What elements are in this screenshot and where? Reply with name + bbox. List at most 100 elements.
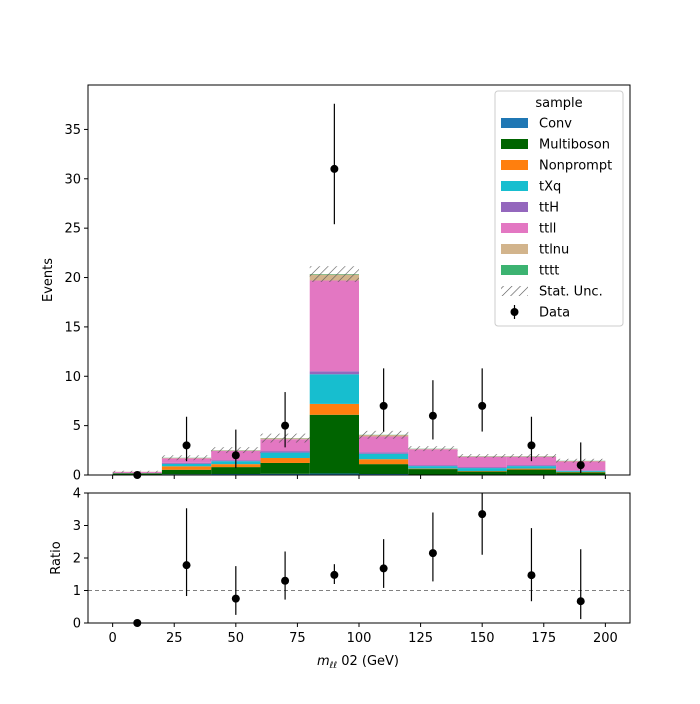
x-tick-label-150: 150 (470, 631, 495, 646)
stat-unc-band-bin-5 (359, 431, 408, 439)
x-axis-label-unit: 02 (GeV) (337, 654, 399, 669)
ratio-y-tick-label-4: 4 (73, 487, 81, 502)
bar-nonprompt-bin-1 (162, 466, 211, 469)
data-point-bin-7 (478, 402, 486, 410)
x-tick-label-75: 75 (289, 631, 306, 646)
x-tick-label-0: 0 (108, 631, 116, 646)
legend-swatch-stat-unc (501, 286, 528, 296)
x-tick-label-175: 175 (531, 631, 556, 646)
legend-swatch-tttt (501, 265, 528, 275)
bar-ttll-bin-4 (310, 280, 359, 371)
ratio-point-bin-1 (183, 561, 191, 569)
stat-unc-band-bin-7 (458, 454, 507, 458)
legend: sampleConvMultibosonNonprompttXqttHttllt… (495, 91, 623, 326)
ratio-point-bin-4 (330, 571, 338, 579)
bar-nonprompt-bin-4 (310, 404, 359, 415)
bar-multiboson-bin-3 (260, 463, 309, 474)
ratio-y-tick-label-1: 1 (73, 584, 81, 599)
data-point-bin-5 (380, 402, 388, 410)
stat-unc-band-bin-4 (310, 266, 359, 282)
legend-label-ttlnu: ttlnu (539, 243, 569, 258)
y-axis-label: Events (41, 258, 56, 302)
legend-data-marker (511, 308, 519, 316)
bar-txq-bin-7 (458, 468, 507, 471)
y-tick-label-5: 5 (73, 419, 81, 434)
ratio-axes-frame (88, 493, 630, 623)
legend-swatch-tth (501, 202, 528, 212)
ratio-point-bin-6 (429, 549, 437, 557)
bar-multiboson-bin-1 (162, 470, 211, 474)
bar-txq-bin-6 (408, 466, 457, 468)
ratio-point-bin-3 (281, 577, 289, 585)
y-tick-label-0: 0 (73, 469, 81, 484)
bar-txq-bin-8 (507, 466, 556, 468)
bar-nonprompt-bin-3 (260, 458, 309, 463)
bar-nonprompt-bin-8 (507, 469, 556, 470)
x-tick-label-25: 25 (166, 631, 183, 646)
ratio-y-tick-label-3: 3 (73, 519, 81, 534)
bar-tth-bin-8 (507, 465, 556, 466)
y-tick-label-20: 20 (64, 271, 81, 286)
ratio-y-tick-label-2: 2 (73, 552, 81, 567)
legend-label-tttt: tttt (539, 264, 559, 279)
bar-multiboson-bin-7 (458, 472, 507, 475)
legend-label-tth: ttH (539, 201, 559, 216)
legend-label-nonprompt: Nonprompt (539, 159, 612, 174)
data-point-bin-6 (429, 412, 437, 420)
ratio-point-bin-2 (232, 595, 240, 603)
data-point-bin-1 (183, 441, 191, 449)
legend-swatch-conv (501, 118, 528, 128)
legend-title: sample (535, 96, 582, 111)
bar-tth-bin-5 (359, 452, 408, 453)
x-axis-label: mℓℓ 02 (GeV) (317, 654, 399, 671)
x-tick-label-125: 125 (408, 631, 433, 646)
ratio-point-bin-7 (478, 510, 486, 518)
bar-txq-bin-5 (359, 454, 408, 459)
data-point-bin-9 (577, 461, 585, 469)
ratio-y-axis-label: Ratio (49, 541, 64, 574)
bar-multiboson-bin-4 (310, 415, 359, 474)
bar-ttll-bin-6 (408, 449, 457, 465)
bar-multiboson-bin-6 (408, 469, 457, 474)
bar-nonprompt-bin-5 (359, 459, 408, 464)
y-tick-label-10: 10 (64, 370, 81, 385)
x-tick-label-200: 200 (593, 631, 618, 646)
ratio-point-bin-9 (577, 597, 585, 605)
x-axis-label-symbol: m (317, 654, 330, 669)
legend-swatch-ttlnu (501, 244, 528, 254)
ratio-y-tick-label-0: 0 (73, 617, 81, 632)
bar-tth-bin-7 (458, 467, 507, 468)
stat-unc-band-bin-6 (408, 446, 457, 451)
legend-label-data: Data (539, 306, 570, 321)
ratio-point-bin-5 (380, 564, 388, 572)
bar-tth-bin-3 (260, 451, 309, 452)
legend-swatch-txq (501, 181, 528, 191)
legend-label-txq: tXq (539, 180, 561, 195)
legend-swatch-nonprompt (501, 160, 528, 170)
ratio-plot: 0 1 2 3 4 0 25 50 75 100 125 150 175 200 Ratio (49, 487, 630, 647)
y-tick-label-15: 15 (64, 320, 81, 335)
x-tick-label-50: 50 (228, 631, 245, 646)
bar-ttll-bin-5 (359, 436, 408, 452)
legend-swatch-multiboson (501, 139, 528, 149)
bar-tth-bin-1 (162, 463, 211, 464)
legend-label-stat-unc: Stat. Unc. (539, 285, 603, 300)
legend-label-conv: Conv (539, 117, 572, 132)
data-point-bin-2 (232, 451, 240, 459)
y-tick-label-35: 35 (64, 123, 81, 138)
data-point-bin-4 (330, 165, 338, 173)
y-tick-label-30: 30 (64, 172, 81, 187)
legend-label-ttll: ttll (539, 222, 556, 237)
bar-multiboson-bin-2 (211, 467, 260, 474)
bar-txq-bin-4 (310, 374, 359, 404)
bar-ttll-bin-7 (458, 457, 507, 467)
bar-tth-bin-4 (310, 371, 359, 374)
legend-swatch-ttll (501, 223, 528, 233)
y-tick-label-25: 25 (64, 222, 81, 237)
x-tick-label-100: 100 (347, 631, 372, 646)
bar-multiboson-bin-8 (507, 470, 556, 475)
bar-tth-bin-6 (408, 465, 457, 466)
data-point-bin-8 (527, 441, 535, 449)
